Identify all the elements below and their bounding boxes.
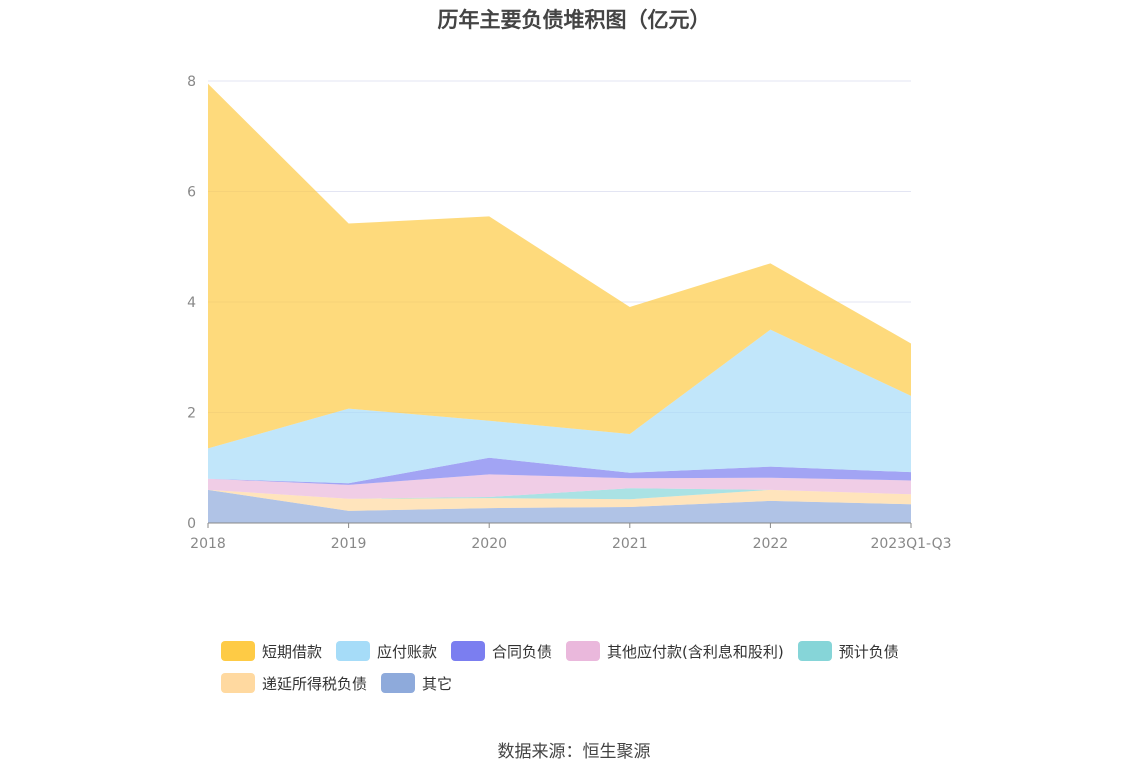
y-tick-label: 0	[187, 516, 196, 532]
legend-label: 其他应付款(含利息和股利)	[607, 642, 784, 661]
legend-swatch	[451, 641, 486, 661]
stacked-area-chart: 0 2 4 6 8 2018 2019 2020 2021 2022 2023Q1-Q3	[187, 74, 952, 552]
x-tick-label: 2021	[612, 536, 648, 552]
area-短期借款	[208, 83, 911, 449]
x-tick-label: 2019	[331, 536, 367, 552]
x-tick-label: 2020	[471, 536, 507, 552]
y-tick-label: 4	[187, 295, 196, 311]
area-预计负债	[208, 488, 911, 500]
y-tick-label: 2	[187, 406, 196, 422]
legend-item[interactable]: 应付账款	[336, 640, 437, 662]
legend-swatch	[336, 641, 371, 661]
legend-label: 应付账款	[377, 642, 438, 661]
legend-item[interactable]: 其它	[381, 672, 452, 694]
area-应付账款	[208, 329, 911, 484]
source-note: 数据来源：恒生聚源	[497, 742, 651, 762]
chart-title: 历年主要负债堆积图（亿元）	[437, 8, 711, 32]
legend-label: 预计负债	[838, 642, 899, 661]
area-其它	[208, 489, 911, 523]
area-合同负债	[208, 457, 911, 485]
legend-swatch	[381, 673, 416, 693]
legend-item[interactable]: 其他应付款(含利息和股利)	[566, 640, 784, 662]
legend: 短期借款 应付账款 合同负债 其他应付款(含利息和股利) 预计负债递延所得税负债 其它	[221, 640, 981, 704]
y-tick-label: 8	[187, 74, 196, 90]
legend-label: 其它	[422, 674, 453, 693]
legend-label: 短期借款	[262, 642, 323, 661]
axes: 2018 2019 2020 2021 2022 2023Q1-Q3	[190, 522, 952, 552]
legend-item[interactable]: 预计负债	[797, 640, 899, 662]
legend-swatch	[566, 641, 601, 661]
legend-swatch	[221, 673, 255, 693]
legend-swatch	[221, 641, 255, 661]
y-tick-label: 6	[187, 185, 196, 201]
x-tick-label: 2023Q1-Q3	[870, 536, 951, 552]
area-series	[208, 83, 911, 523]
legend-item[interactable]: 短期借款	[221, 640, 322, 662]
legend-swatch	[797, 641, 832, 661]
area-递延所得税负债	[208, 489, 911, 511]
legend-label: 递延所得税负债	[262, 674, 368, 693]
x-tick-label: 2018	[190, 536, 226, 552]
legend-item[interactable]: 合同负债	[451, 640, 552, 662]
legend-item[interactable]: 递延所得税负债	[221, 672, 367, 694]
legend-label: 合同负债	[492, 642, 553, 661]
x-tick-label: 2022	[753, 536, 789, 552]
area-其他应付款(含利息和股利)	[208, 474, 911, 499]
